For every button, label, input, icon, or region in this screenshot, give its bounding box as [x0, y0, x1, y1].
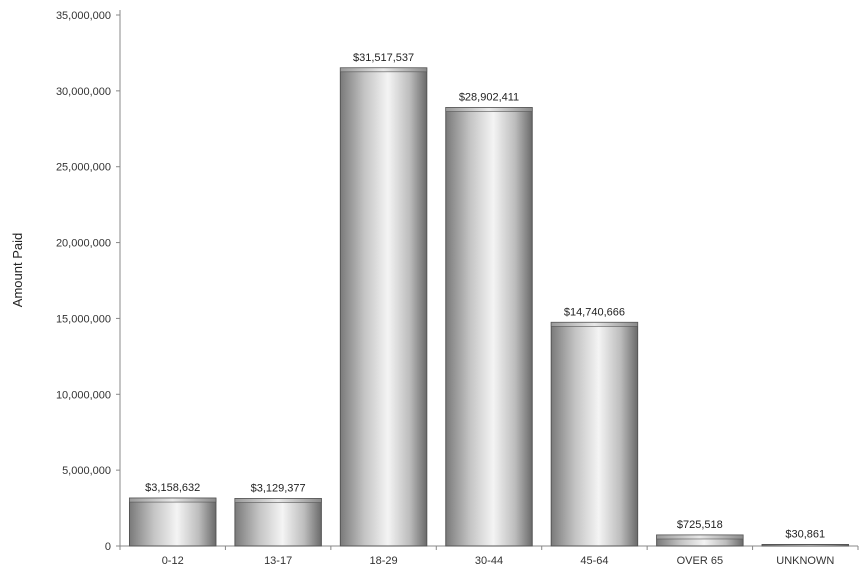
bar-cap — [129, 497, 217, 503]
bar-cap — [550, 322, 638, 327]
bar-group: $28,902,411 — [445, 92, 533, 547]
y-tick-label: 15,000,000 — [56, 313, 111, 325]
y-ticks: 0 5,000,000 10,000,000 15,000,000 20,000,000… — [56, 10, 120, 553]
bar-cap — [340, 67, 428, 73]
bar-cap — [656, 534, 744, 540]
x-ticks: 0-12 13-17 18-29 30-44 45-64 OVER 65 UNKNOWN — [119, 546, 859, 567]
x-tick-label: 45-64 — [580, 555, 608, 567]
bars: $3,158,632 $3,129,377 $31,517,537 $28,902,4… — [128, 52, 850, 547]
x-tick-label: UNKNOWN — [776, 555, 834, 567]
x-tick-label: 18-29 — [370, 555, 398, 567]
data-label: $3,158,632 — [145, 482, 200, 494]
bar — [445, 107, 533, 547]
y-tick-label: 0 — [105, 541, 111, 553]
bar-group: $3,158,632 — [128, 482, 217, 547]
y-tick-label: 25,000,000 — [56, 162, 111, 174]
bar-group: $725,518 — [656, 519, 744, 547]
x-tick-label: 30-44 — [475, 555, 503, 567]
bar-group: $14,740,666 — [550, 306, 639, 547]
bar — [761, 544, 850, 547]
x-tick-label: OVER 65 — [677, 555, 723, 567]
y-tick-label: 20,000,000 — [56, 238, 111, 250]
x-tick-label: 13-17 — [264, 555, 292, 567]
bar — [339, 67, 428, 547]
bar-group: $30,861 — [761, 529, 850, 547]
data-label: $30,861 — [785, 529, 825, 541]
x-tick-label: 0-12 — [162, 555, 184, 567]
y-axis-label: Amount Paid — [10, 233, 25, 307]
y-tick-label: 5,000,000 — [62, 465, 111, 477]
bar — [550, 321, 639, 547]
bar-cap — [234, 498, 322, 503]
data-label: $28,902,411 — [459, 92, 519, 104]
bar — [234, 498, 322, 547]
data-label: $14,740,666 — [564, 306, 625, 318]
data-label: $31,517,537 — [353, 52, 414, 64]
bar-cap — [445, 107, 533, 112]
y-tick-label: 35,000,000 — [56, 10, 111, 22]
bar — [128, 497, 217, 547]
data-label: $725,518 — [677, 519, 723, 531]
bar-group: $31,517,537 — [339, 52, 428, 547]
data-label: $3,129,377 — [251, 483, 306, 495]
y-tick-label: 30,000,000 — [56, 86, 111, 98]
y-tick-label: 10,000,000 — [56, 389, 111, 401]
bar-group: $3,129,377 — [234, 483, 322, 547]
